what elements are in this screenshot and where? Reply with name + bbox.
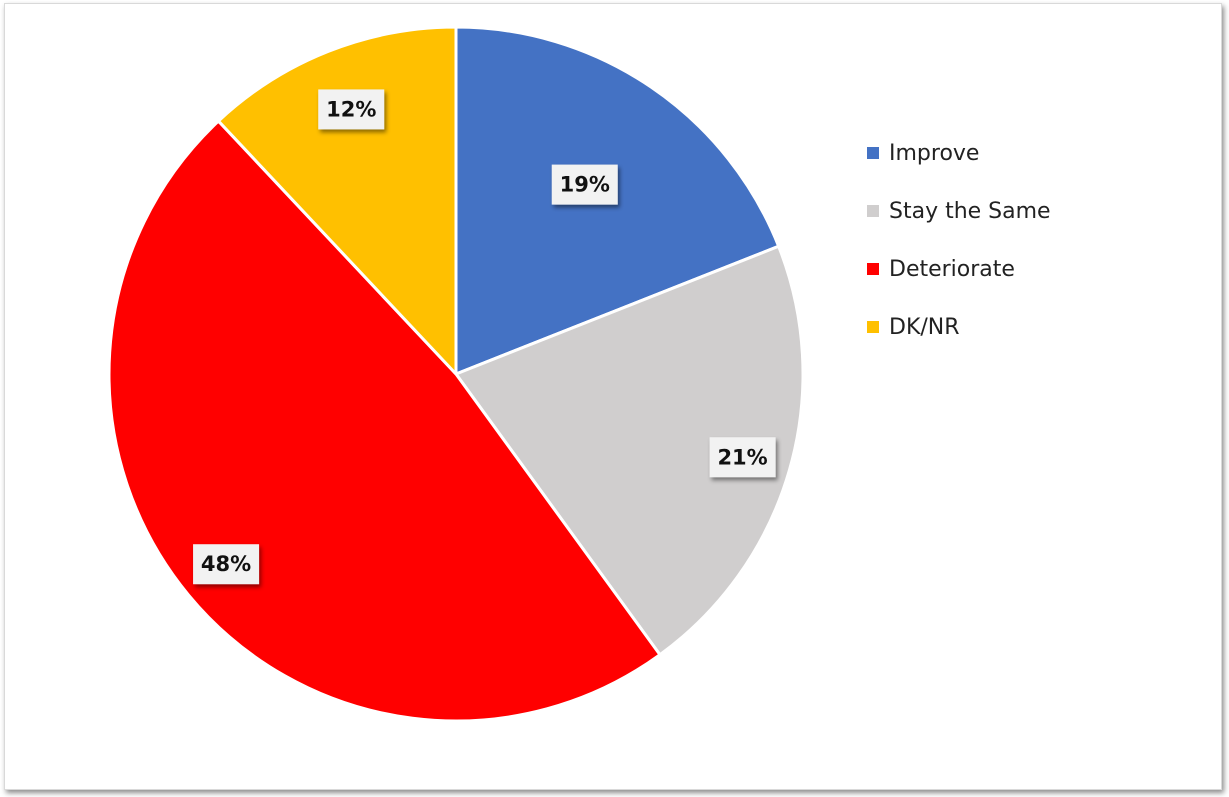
data-label-dk-nr: 12% [318,89,385,130]
legend-swatch [867,321,879,333]
legend-swatch [867,147,879,159]
data-label-text: 12% [326,97,376,121]
data-label-text: 19% [560,173,610,197]
legend-item-deteriorate: Deteriorate [867,240,1051,298]
legend-label: Improve [889,140,980,166]
legend-label: Stay the Same [889,198,1051,224]
data-label-box [318,89,385,130]
data-label-improve: 19% [551,164,618,205]
legend-swatch [867,205,879,217]
legend: Improve Stay the Same Deteriorate DK/NR [867,124,1051,356]
legend-item-stay-the-same: Stay the Same [867,182,1051,240]
pie-chart: 19% 21% 48% 12% [107,25,805,723]
data-label-box [551,164,618,205]
data-label-text: 48% [201,552,251,576]
legend-swatch [867,263,879,275]
pie-slice-dk-nr [216,25,458,376]
legend-label: Deteriorate [889,256,1015,282]
chart-frame: 19% 21% 48% 12% Improve Stay the Same Deter… [4,3,1222,790]
legend-item-dk-nr: DK/NR [867,298,1051,356]
data-label-text: 21% [717,445,767,469]
data-label-box [193,544,260,585]
data-label-stay-the-same: 21% [709,437,776,478]
legend-label: DK/NR [889,314,960,340]
data-label-deteriorate: 48% [193,544,260,585]
data-label-box [709,437,776,478]
pie-slice-stay-the-same [454,244,805,657]
legend-item-improve: Improve [867,124,1051,182]
